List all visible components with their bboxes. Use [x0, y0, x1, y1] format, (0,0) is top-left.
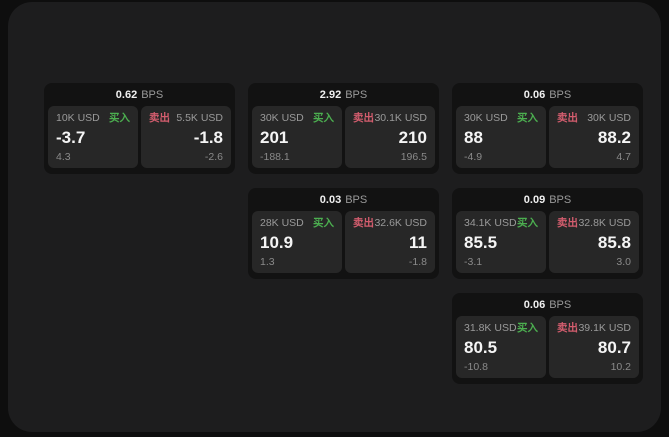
buy-label: 买入: [109, 112, 130, 124]
card-header: 2.92 BPS: [248, 83, 439, 106]
buy-amount: 31.8K USD: [464, 322, 517, 334]
sell-label: 卖出: [557, 322, 578, 334]
sell-value: 210: [398, 127, 427, 147]
sell-quote-tile[interactable]: 卖出 30K USD 88.2 4.7: [549, 106, 639, 168]
buy-label: 买入: [313, 217, 334, 229]
bps-unit: BPS: [549, 299, 572, 311]
bps-value: 0.03: [319, 194, 342, 206]
buy-delta: -3.1: [464, 256, 483, 268]
buy-label: 买入: [517, 217, 538, 229]
sell-delta: -2.6: [204, 151, 223, 163]
card-header: 0.62 BPS: [44, 83, 235, 106]
sell-delta: 10.2: [610, 361, 631, 373]
buy-delta: -188.1: [260, 151, 290, 163]
bps-unit: BPS: [549, 89, 572, 101]
card-header: 0.09 BPS: [452, 188, 643, 211]
sell-amount: 30K USD: [587, 112, 631, 124]
buy-label: 买入: [313, 112, 334, 124]
bps-value: 0.06: [523, 89, 546, 101]
buy-label: 买入: [517, 322, 538, 334]
bps-value: 0.06: [523, 299, 546, 311]
bps-unit: BPS: [141, 89, 164, 101]
sell-quote-tile[interactable]: 卖出 32.6K USD 11 -1.8: [345, 211, 435, 273]
buy-value: 88: [464, 127, 483, 147]
buy-amount: 30K USD: [260, 112, 304, 124]
buy-quote-tile[interactable]: 30K USD 买入 201 -188.1: [252, 106, 342, 168]
buy-delta: 4.3: [56, 151, 71, 163]
sell-quote-tile[interactable]: 卖出 30.1K USD 210 196.5: [345, 106, 435, 168]
sell-delta: 196.5: [400, 151, 427, 163]
buy-delta: -10.8: [464, 361, 488, 373]
quote-card: 0.06 BPS 30K USD 买入 88 -4.9 卖出 30K USD 88…: [452, 83, 643, 174]
quote-card: 0.62 BPS 10K USD 买入 -3.7 4.3 卖出 5.5K USD …: [44, 83, 235, 174]
buy-amount: 34.1K USD: [464, 217, 517, 229]
sell-label: 卖出: [353, 112, 374, 124]
sell-quote-tile[interactable]: 卖出 5.5K USD -1.8 -2.6: [141, 106, 231, 168]
quote-card: 0.03 BPS 28K USD 买入 10.9 1.3 卖出 32.6K USD…: [248, 188, 439, 279]
buy-amount: 28K USD: [260, 217, 304, 229]
bps-value: 0.09: [523, 194, 546, 206]
bps-unit: BPS: [549, 194, 572, 206]
buy-quote-tile[interactable]: 30K USD 买入 88 -4.9: [456, 106, 546, 168]
sell-amount: 30.1K USD: [374, 112, 427, 124]
buy-value: 10.9: [260, 232, 294, 252]
buy-delta: 1.3: [260, 256, 275, 268]
quotes-panel: 0.62 BPS 10K USD 买入 -3.7 4.3 卖出 5.5K USD …: [8, 2, 661, 432]
sell-delta: 4.7: [616, 151, 631, 163]
sell-amount: 32.8K USD: [578, 217, 631, 229]
quote-card: 0.09 BPS 34.1K USD 买入 85.5 -3.1 卖出 32.8K …: [452, 188, 643, 279]
bps-value: 2.92: [319, 89, 342, 101]
buy-amount: 30K USD: [464, 112, 508, 124]
buy-delta: -4.9: [464, 151, 483, 163]
sell-value: 11: [409, 232, 427, 252]
buy-label: 买入: [517, 112, 538, 124]
sell-quote-tile[interactable]: 卖出 32.8K USD 85.8 3.0: [549, 211, 639, 273]
buy-quote-tile[interactable]: 28K USD 买入 10.9 1.3: [252, 211, 342, 273]
sell-label: 卖出: [149, 112, 170, 124]
buy-value: -3.7: [56, 127, 86, 147]
sell-label: 卖出: [557, 112, 578, 124]
sell-label: 卖出: [557, 217, 578, 229]
buy-amount: 10K USD: [56, 112, 100, 124]
quote-card: 0.06 BPS 31.8K USD 买入 80.5 -10.8 卖出 39.1K…: [452, 293, 643, 384]
sell-value: 85.8: [597, 232, 631, 252]
card-header: 0.03 BPS: [248, 188, 439, 211]
bps-unit: BPS: [345, 89, 368, 101]
sell-value: -1.8: [193, 127, 223, 147]
sell-quote-tile[interactable]: 卖出 39.1K USD 80.7 10.2: [549, 316, 639, 378]
buy-value: 80.5: [464, 337, 498, 357]
card-header: 0.06 BPS: [452, 293, 643, 316]
buy-quote-tile[interactable]: 10K USD 买入 -3.7 4.3: [48, 106, 138, 168]
sell-amount: 5.5K USD: [176, 112, 223, 124]
sell-amount: 32.6K USD: [374, 217, 427, 229]
sell-label: 卖出: [353, 217, 374, 229]
sell-value: 88.2: [597, 127, 631, 147]
buy-quote-tile[interactable]: 31.8K USD 买入 80.5 -10.8: [456, 316, 546, 378]
buy-value: 85.5: [464, 232, 498, 252]
buy-quote-tile[interactable]: 34.1K USD 买入 85.5 -3.1: [456, 211, 546, 273]
sell-delta: -1.8: [408, 256, 427, 268]
sell-amount: 39.1K USD: [578, 322, 631, 334]
buy-value: 201: [260, 127, 289, 147]
quote-card: 2.92 BPS 30K USD 买入 201 -188.1 卖出 30.1K U…: [248, 83, 439, 174]
sell-delta: 3.0: [616, 256, 631, 268]
bps-unit: BPS: [345, 194, 368, 206]
card-header: 0.06 BPS: [452, 83, 643, 106]
sell-value: 80.7: [597, 337, 631, 357]
bps-value: 0.62: [115, 89, 138, 101]
